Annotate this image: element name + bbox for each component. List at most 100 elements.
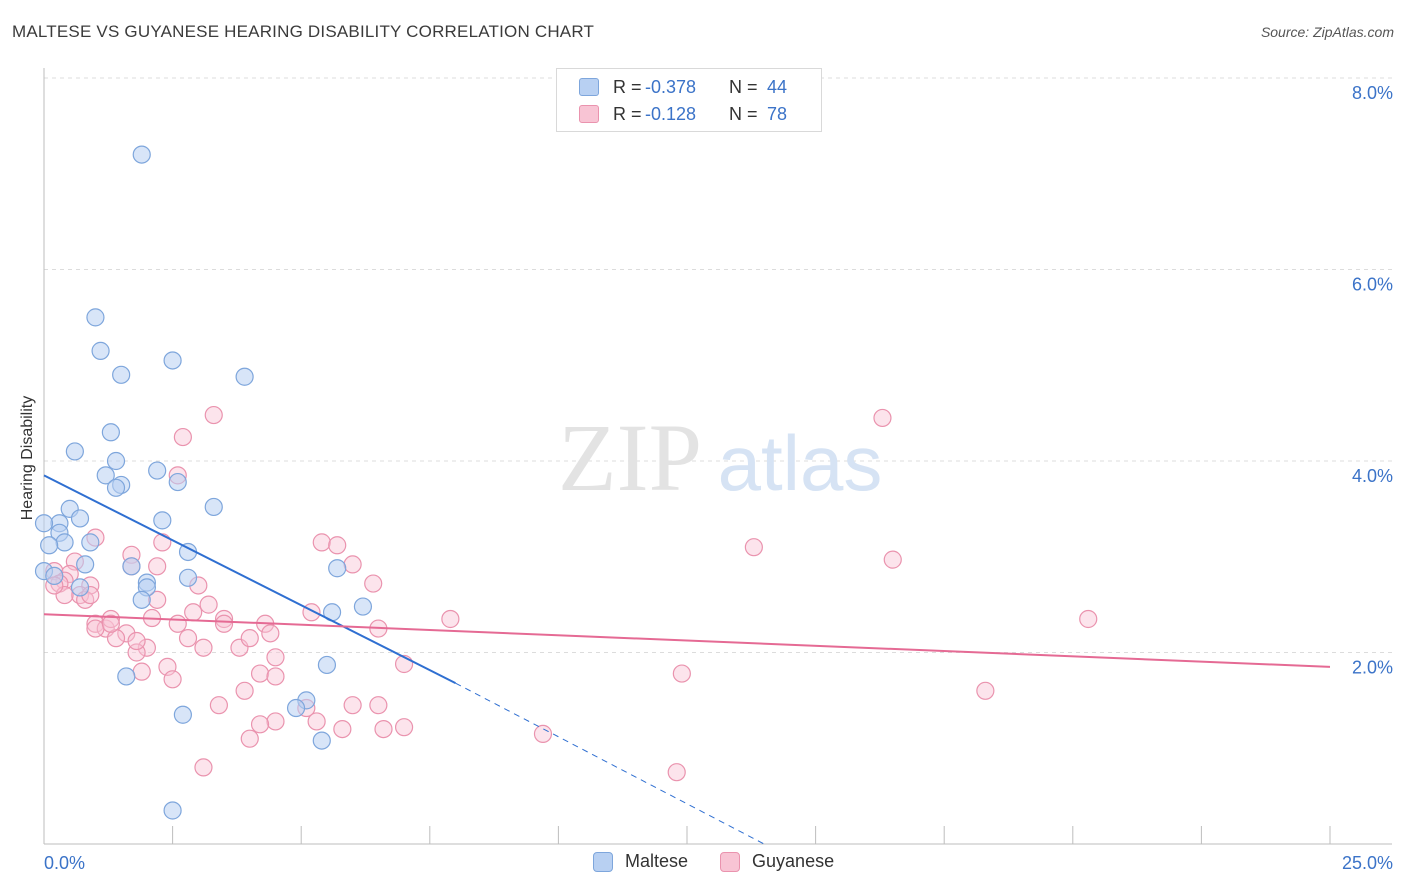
maltese-point	[40, 536, 59, 555]
legend-label-maltese: Maltese	[625, 851, 689, 871]
guyanese-point	[667, 763, 686, 782]
r-value: -0.378	[645, 76, 697, 97]
maltese-point	[76, 555, 95, 574]
maltese-point	[112, 365, 131, 384]
guyanese-swatch	[720, 851, 741, 872]
n-value: 78	[767, 103, 788, 124]
guyanese-point	[209, 696, 228, 715]
guyanese-point	[672, 664, 691, 683]
guyanese-point	[214, 614, 234, 633]
maltese-point	[65, 442, 84, 461]
guyanese-trend-line	[43, 613, 1331, 668]
guyanese-point	[374, 719, 393, 739]
guyanese-point	[199, 595, 218, 614]
guyanese-point	[266, 648, 285, 667]
maltese-trend-extension	[455, 682, 765, 845]
maltese-point	[204, 497, 223, 517]
guyanese-point	[533, 724, 553, 743]
guyanese-points	[45, 405, 1098, 782]
maltese-swatch	[593, 851, 613, 872]
maltese-point	[86, 308, 105, 327]
guyanese-swatch	[579, 105, 599, 123]
chart-title: MALTESE VS GUYANESE HEARING DISABILITY C…	[12, 22, 595, 41]
x-tick-label: 25.0%	[1342, 853, 1393, 873]
guyanese-point	[168, 614, 187, 633]
guyanese-point	[369, 696, 388, 715]
guyanese-point	[194, 638, 213, 657]
maltese-point	[132, 145, 151, 164]
guyanese-point	[127, 631, 146, 651]
guyanese-point	[86, 619, 105, 638]
watermark-zip: ZIP	[558, 404, 702, 511]
trend-lines	[43, 474, 1331, 845]
guyanese-point	[883, 550, 902, 569]
maltese-point	[96, 466, 115, 485]
maltese-point	[153, 511, 172, 530]
guyanese-point	[266, 712, 285, 731]
tick-labels: 2.0% 4.0% 6.0% 8.0% 0.0% 25.0%	[44, 83, 1393, 873]
maltese-point	[328, 559, 347, 578]
guyanese-point	[163, 670, 182, 689]
guyanese-point	[441, 609, 460, 629]
r-value: -0.128	[645, 103, 697, 124]
maltese-point	[34, 514, 54, 533]
guyanese-point	[744, 538, 763, 557]
guyanese-point	[250, 715, 270, 734]
r-label: R =	[613, 103, 642, 124]
guyanese-point	[184, 603, 203, 622]
series-legend: Maltese Guyanese	[593, 851, 866, 872]
y-tick-label: 4.0%	[1352, 466, 1393, 486]
maltese-point	[178, 568, 198, 587]
guyanese-point	[194, 758, 213, 777]
gridlines	[44, 77, 1392, 653]
guyanese-point	[240, 729, 259, 748]
guyanese-point	[101, 614, 120, 633]
guyanese-point	[214, 609, 234, 629]
maltese-point	[101, 423, 120, 442]
guyanese-point	[101, 609, 120, 629]
r-label: R =	[613, 76, 642, 97]
guyanese-point	[173, 427, 192, 447]
guyanese-point	[976, 681, 995, 700]
maltese-point	[286, 698, 306, 718]
maltese-trend-line	[43, 474, 456, 685]
maltese-swatch	[579, 78, 599, 96]
guyanese-point	[364, 574, 383, 593]
n-value: 44	[767, 76, 788, 97]
guyanese-point	[148, 557, 167, 576]
guyanese-point	[132, 662, 151, 681]
n-label: N =	[729, 103, 758, 124]
maltese-point	[122, 557, 141, 576]
guyanese-point	[394, 718, 414, 737]
maltese-point	[312, 731, 331, 750]
maltese-point	[148, 461, 167, 480]
axes	[43, 68, 1392, 845]
guyanese-point	[137, 638, 156, 657]
maltese-point	[163, 351, 182, 370]
guyanese-point	[266, 667, 285, 686]
maltese-point	[168, 472, 187, 492]
correlation-legend: R = -0.378 N = 44 R = -0.128 N = 78	[556, 68, 822, 132]
guyanese-point	[1079, 609, 1098, 629]
watermark-atlas: atlas	[718, 419, 883, 507]
n-label: N =	[729, 76, 758, 97]
guyanese-point	[343, 696, 362, 715]
legend-row-maltese: R = -0.378 N = 44	[579, 75, 787, 99]
maltese-point	[163, 801, 182, 820]
maltese-point	[81, 533, 100, 552]
guyanese-point	[106, 629, 126, 648]
guyanese-point	[117, 624, 136, 643]
guyanese-point	[261, 624, 280, 643]
maltese-point	[45, 566, 64, 586]
maltese-points	[34, 145, 373, 820]
guyanese-point	[204, 405, 223, 425]
maltese-point	[235, 367, 254, 386]
maltese-point	[106, 451, 126, 471]
maltese-point	[70, 509, 90, 528]
legend-item-guyanese: Guyanese	[720, 851, 834, 872]
x-tick-label: 0.0%	[44, 853, 85, 873]
maltese-point	[317, 655, 337, 675]
y-tick-label: 8.0%	[1352, 83, 1393, 103]
maltese-point	[117, 667, 136, 686]
y-tick-label: 2.0%	[1352, 658, 1393, 678]
